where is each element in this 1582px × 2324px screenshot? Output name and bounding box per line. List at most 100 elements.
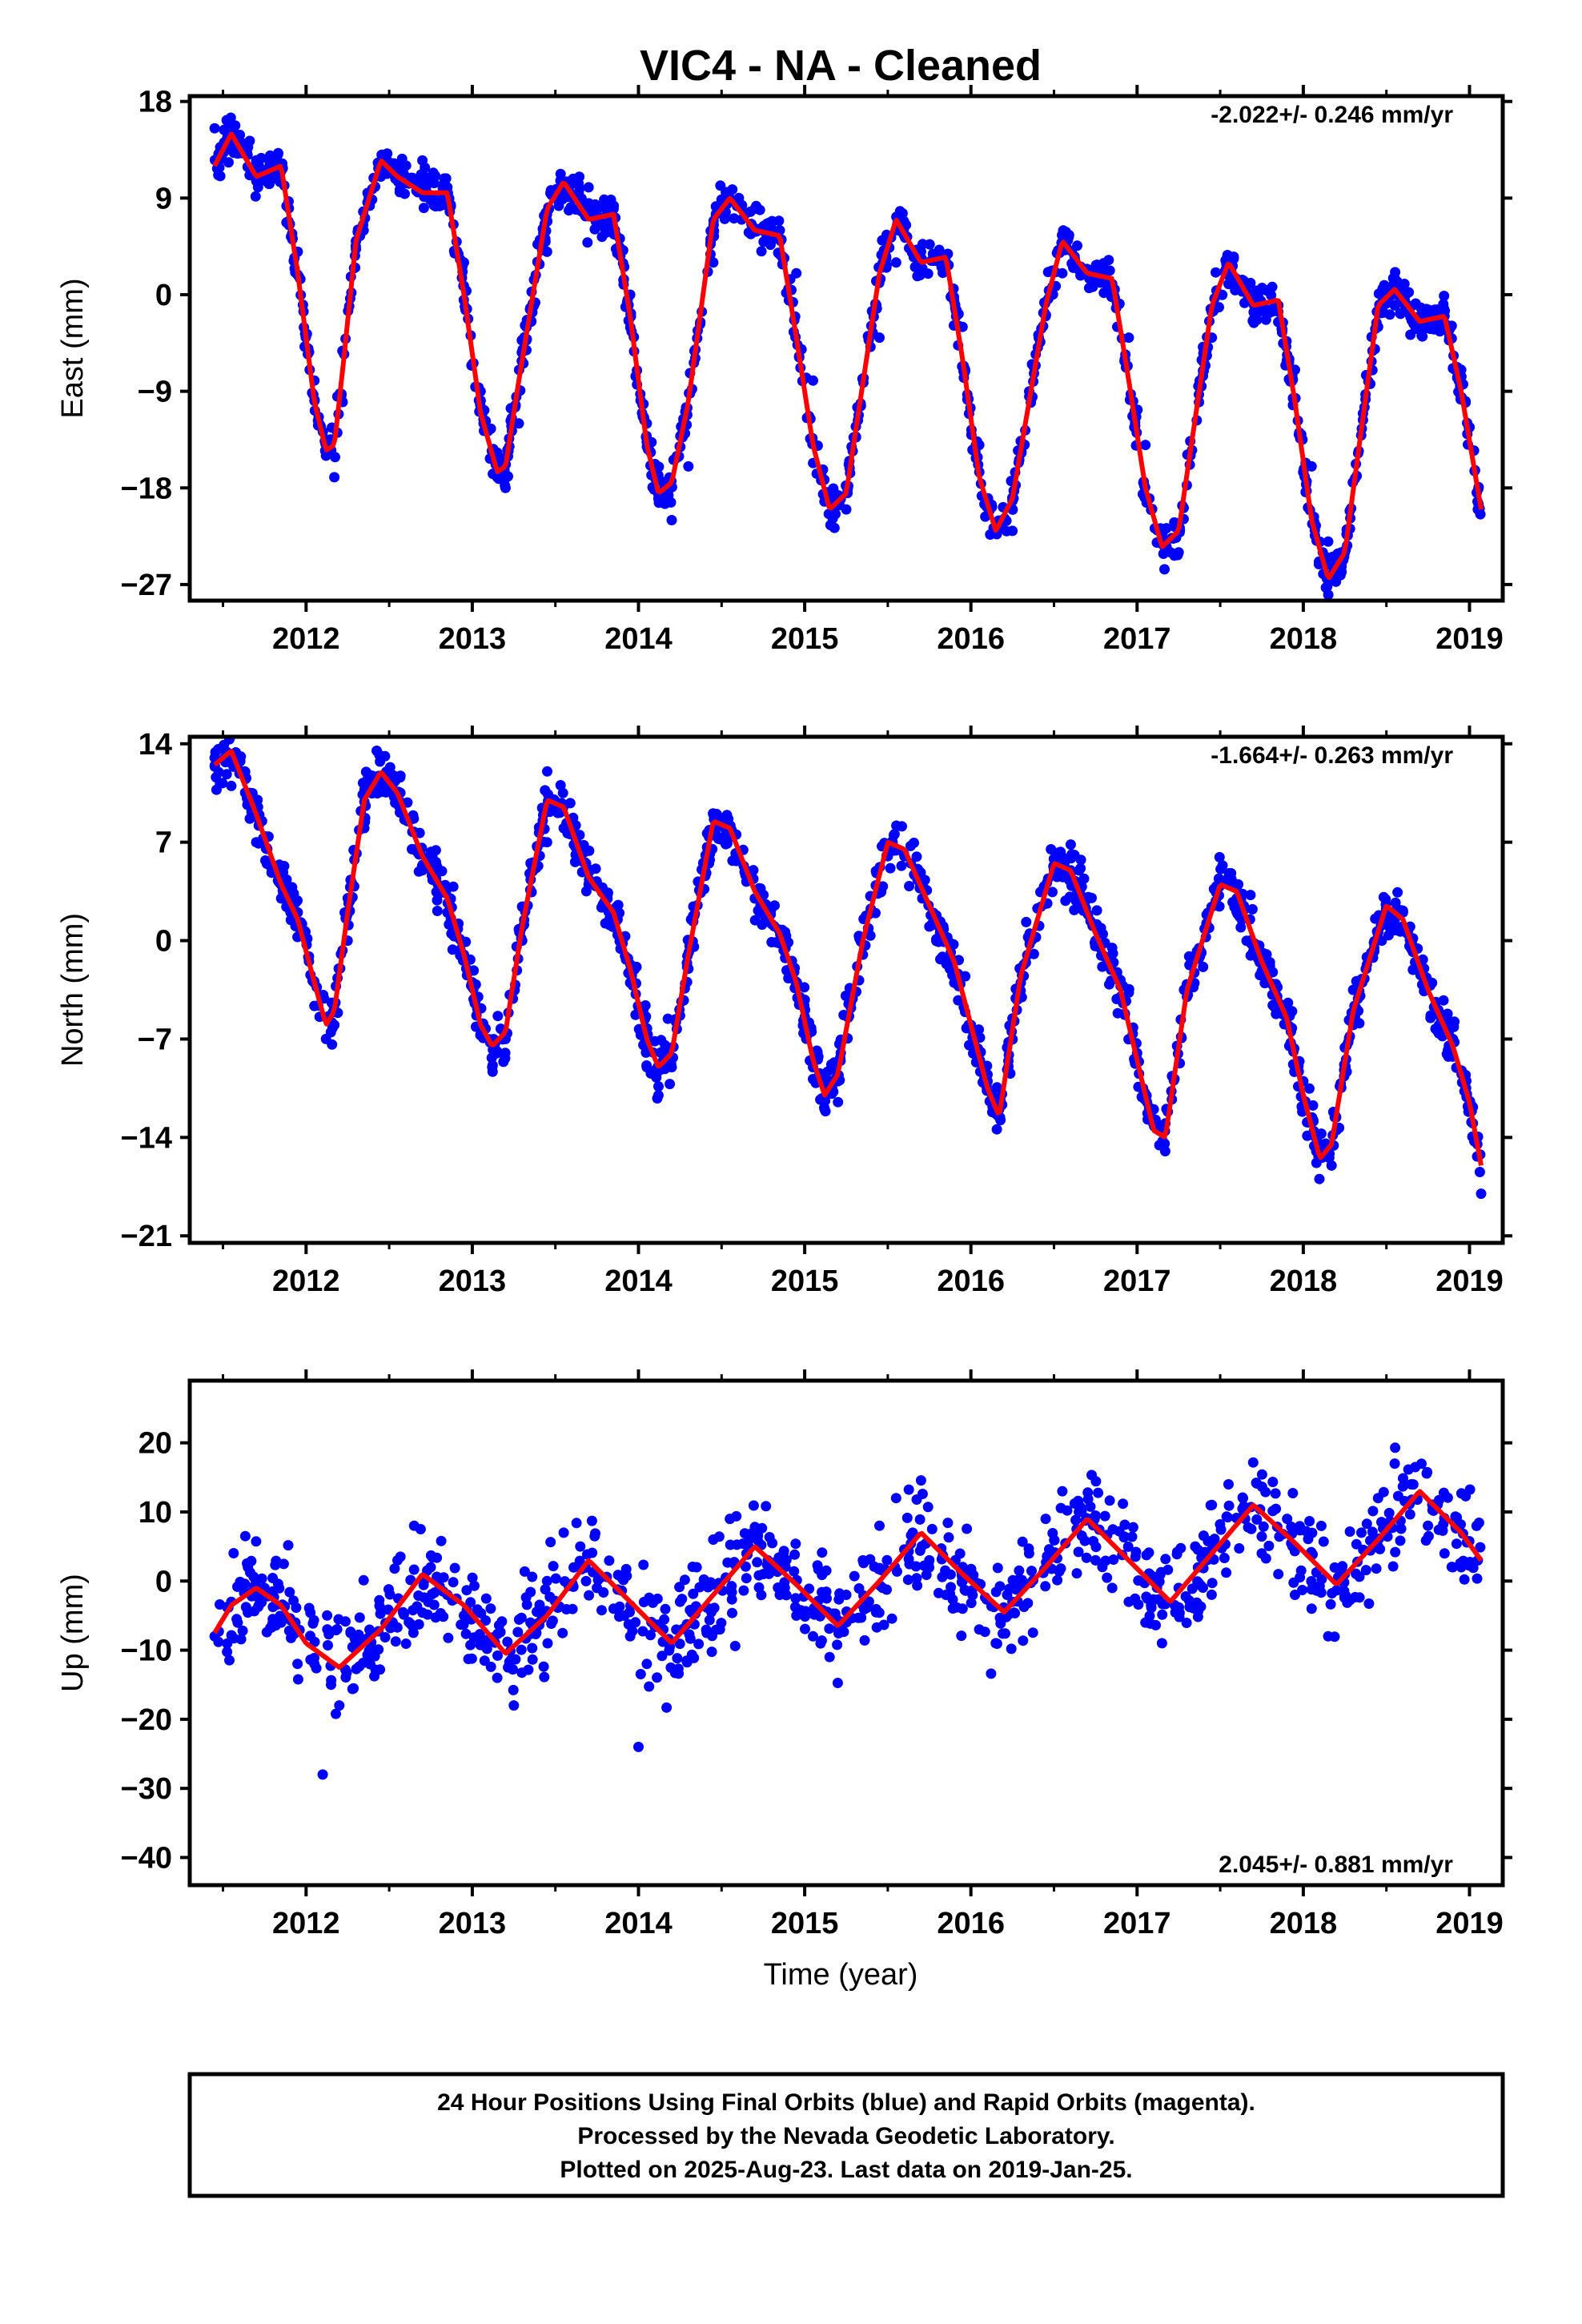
data-point: [1389, 1458, 1400, 1470]
data-point: [1234, 911, 1245, 923]
data-point: [598, 219, 609, 230]
data-point: [1287, 1488, 1299, 1498]
data-point: [357, 778, 368, 789]
data-point: [1040, 1514, 1051, 1525]
data-point: [307, 1618, 319, 1629]
data-point: [1476, 1188, 1487, 1200]
data-point: [618, 1574, 629, 1586]
data-point: [1307, 1527, 1318, 1538]
rate-annotation: 2.045+/- 0.881 mm/yr: [1219, 1852, 1453, 1878]
data-point: [1154, 1569, 1166, 1580]
data-point: [904, 881, 915, 891]
data-point: [757, 919, 768, 931]
data-point: [596, 1605, 607, 1616]
data-point: [1214, 901, 1225, 912]
data-point: [1230, 284, 1241, 296]
data-point: [1323, 536, 1334, 547]
x-tick-label: 2018: [1270, 1907, 1338, 1940]
data-point: [1395, 1535, 1406, 1546]
data-point: [1098, 928, 1108, 939]
data-point: [375, 1608, 386, 1619]
data-point: [1361, 1518, 1372, 1530]
y-tick-label: −10: [121, 1634, 172, 1668]
data-point: [677, 1594, 688, 1605]
data-point: [373, 1644, 384, 1655]
data-point: [327, 1039, 338, 1050]
data-point: [1106, 943, 1118, 954]
fit-line: [212, 1489, 1484, 1670]
data-point: [1042, 1550, 1053, 1562]
x-tick-label: 2017: [1103, 622, 1171, 656]
data-point: [527, 1654, 538, 1665]
x-tick-label: 2018: [1270, 1265, 1338, 1298]
x-tick-label: 2014: [604, 1907, 673, 1940]
data-point: [584, 1590, 595, 1601]
data-point: [1069, 1498, 1080, 1509]
data-point: [748, 1500, 759, 1511]
data-point: [1390, 1546, 1401, 1558]
data-point: [267, 1602, 279, 1613]
data-point: [480, 1593, 492, 1604]
data-point: [273, 147, 283, 159]
data-point: [1186, 1583, 1198, 1594]
data-point: [1263, 1540, 1275, 1551]
rate-annotation: -1.664+/- 0.263 mm/yr: [1211, 742, 1453, 769]
data-point: [1180, 1591, 1191, 1602]
data-point: [542, 766, 552, 777]
data-point: [1475, 1542, 1486, 1553]
data-point: [992, 1562, 1003, 1574]
data-point: [221, 769, 232, 780]
data-point: [394, 187, 405, 198]
data-point: [516, 1644, 527, 1655]
data-point: [953, 995, 964, 1006]
data-point: [334, 1700, 345, 1711]
x-tick-label: 2017: [1103, 1907, 1171, 1940]
data-point: [1018, 1635, 1029, 1647]
data-point: [911, 851, 922, 862]
data-point: [902, 1574, 913, 1586]
data-point: [1221, 1567, 1232, 1578]
data-point: [1002, 1590, 1013, 1600]
y-tick-label: 9: [155, 182, 172, 215]
data-point: [1259, 304, 1270, 315]
data-point: [627, 1626, 638, 1637]
data-point: [495, 1626, 506, 1638]
x-tick-label: 2014: [604, 1265, 673, 1298]
data-point: [1270, 1488, 1281, 1499]
data-point: [644, 1681, 655, 1692]
data-point: [1439, 291, 1450, 301]
data-point: [1021, 916, 1032, 927]
data-point: [881, 1554, 893, 1566]
data-point: [1367, 1526, 1378, 1538]
data-point: [1245, 890, 1256, 901]
data-point: [706, 1647, 717, 1658]
data-point: [914, 1514, 926, 1525]
data-point: [1260, 1553, 1271, 1564]
data-point: [876, 887, 887, 898]
data-point: [1075, 862, 1086, 874]
data-point: [1049, 1534, 1060, 1546]
data-point: [1027, 1627, 1038, 1638]
data-point: [371, 788, 383, 799]
data-point: [345, 1627, 356, 1638]
data-point: [1420, 1535, 1431, 1546]
data-point: [1473, 1518, 1484, 1528]
x-tick-label: 2019: [1435, 1907, 1504, 1940]
data-point: [309, 1000, 320, 1011]
data-point: [388, 770, 399, 781]
data-point: [1439, 1548, 1450, 1559]
x-tick-label: 2013: [439, 1265, 507, 1298]
data-point: [890, 257, 901, 268]
data-point: [1085, 1501, 1096, 1512]
data-point: [538, 1661, 549, 1672]
data-point: [500, 1047, 511, 1059]
data-point: [967, 1590, 978, 1601]
data-point: [1097, 961, 1108, 972]
data-point: [832, 1639, 843, 1651]
data-point: [1066, 853, 1077, 864]
data-point: [558, 1527, 569, 1538]
y-tick-label: 0: [155, 279, 172, 312]
data-point: [726, 1594, 737, 1605]
data-point: [1340, 1590, 1351, 1601]
footer-line-3: Plotted on 2025-Aug-23. Last data on 201…: [560, 2157, 1132, 2183]
